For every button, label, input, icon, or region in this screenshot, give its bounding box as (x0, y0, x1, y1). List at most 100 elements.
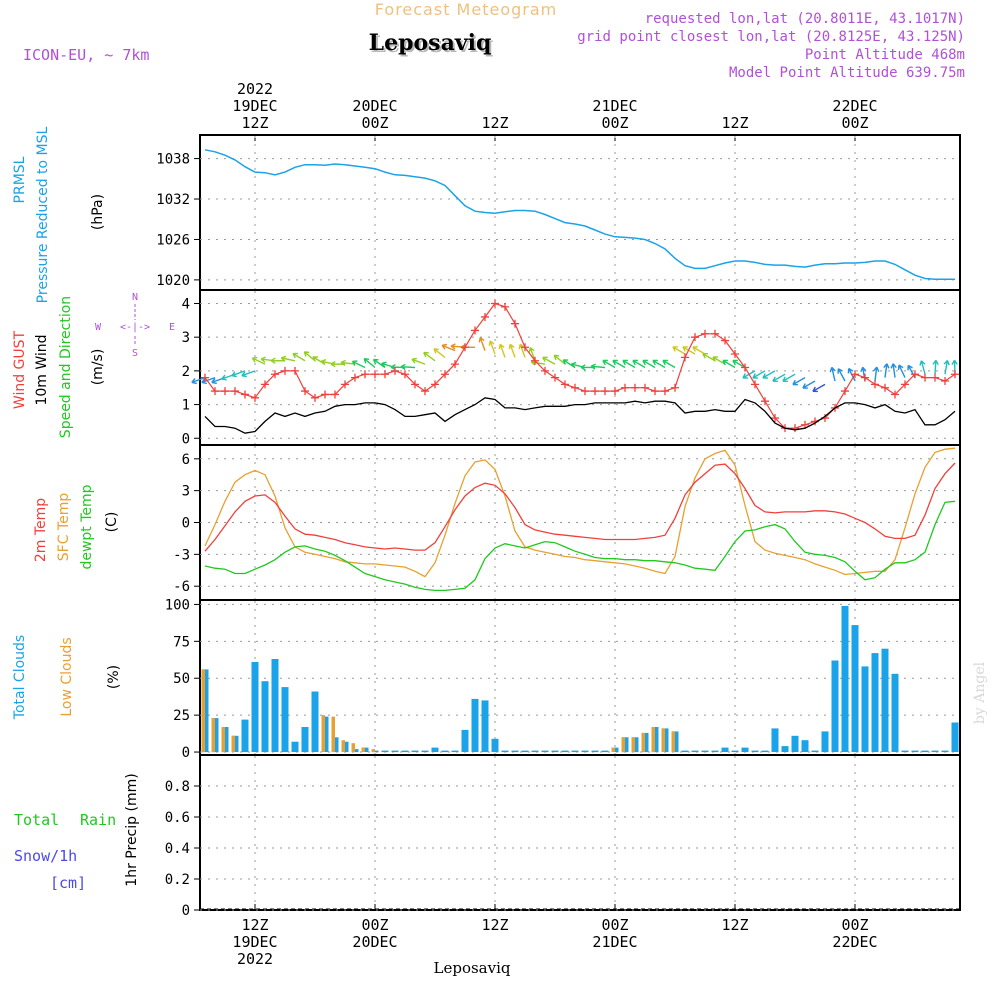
wind-direction-arrow (423, 351, 436, 362)
y-tick-label: 0.6 (165, 810, 190, 826)
wind-direction-arrow (303, 351, 316, 362)
wind-gust-marker (301, 387, 309, 396)
wind-direction-arrow (433, 348, 446, 358)
wind-direction-arrow (632, 359, 646, 369)
dewpt-temp-label: dewpt Temp (79, 484, 95, 569)
pressure-label-prmsl: PRMSL (12, 156, 28, 203)
time-label: 12Z (241, 114, 268, 132)
total-cloud-bar (451, 750, 459, 753)
wind-gust-marker (911, 370, 919, 379)
total-cloud-bar (271, 659, 279, 752)
wind-direction-arrow (932, 359, 939, 375)
pressure-unit: (hPa) (90, 194, 106, 230)
time-label: 22DEC (832, 933, 877, 951)
total-cloud-bar (761, 750, 769, 753)
wind-gust-marker (721, 336, 729, 345)
total-cloud-bar (291, 741, 299, 752)
footer-location: Leposaviq (434, 959, 511, 977)
sfc-temp-label: SFC Temp (56, 493, 72, 562)
model-altitude: Model Point Altitude 639.75m (729, 65, 965, 81)
subtitle: Forecast Meteogram (375, 0, 557, 19)
wind-gust-marker (381, 370, 389, 379)
wind-gust-marker (941, 376, 949, 385)
wind-gust-marker (491, 299, 499, 308)
wind-direction-arrow (590, 363, 606, 370)
wind-gust-marker (601, 387, 609, 396)
wind-gust-marker (261, 380, 269, 389)
total-cloud-bar (911, 750, 919, 753)
wind-direction-arrow (351, 360, 366, 369)
wind-gust-marker (871, 380, 879, 389)
total-cloud-bar (521, 750, 529, 753)
wind-direction-arrow (340, 359, 356, 367)
total-cloud-bar (431, 747, 439, 752)
pressure-panel: 1020 1026 1032 1038 PRMSL Pressure Reduced … (12, 126, 961, 303)
wind-gust-marker (441, 370, 449, 379)
wind-direction-arrow (508, 343, 516, 358)
time-label: 12Z (721, 916, 748, 934)
y-tick-label: 100 (165, 597, 190, 613)
total-cloud-bar (551, 750, 559, 753)
wind-direction-arrow (873, 366, 880, 382)
y-tick-label: 0 (182, 431, 190, 447)
wind-gust-marker (531, 356, 539, 365)
time-label: 12Z (241, 916, 268, 934)
y-tick-label: 0 (182, 903, 190, 919)
total-cloud-bar (591, 750, 599, 753)
wind-gust-marker (661, 387, 669, 396)
total-cloud-bar (741, 747, 749, 752)
time-label: 21DEC (592, 933, 637, 951)
location-title: Leposaviq (369, 30, 492, 56)
pressure-label-msl: Pressure Reduced to MSL (35, 126, 51, 303)
watermark: by Angel (972, 661, 988, 724)
wind-gust-marker (641, 383, 649, 392)
time-label: 12Z (721, 114, 748, 132)
temperature-y-ticks: -6 -3 0 3 6 (173, 452, 200, 595)
wind-direction-arrow (883, 363, 890, 378)
wind-direction-arrow (782, 373, 796, 382)
wind-panel: 0 1 2 3 4 Wind GUST 10m Wind Speed and Direc… (12, 289, 961, 447)
total-clouds-label: Total Clouds (12, 635, 28, 720)
wind-direction-arrow (732, 359, 746, 369)
total-cloud-bar (381, 750, 389, 753)
wind-direction-arrow (292, 352, 306, 362)
wind-gust-marker (291, 366, 299, 375)
wind-gust-marker (751, 380, 759, 389)
wind-gust-marker (201, 373, 209, 382)
wind-direction-arrow (692, 346, 706, 355)
cm-label: [cm] (50, 874, 86, 892)
total-cloud-bar (571, 750, 579, 753)
low-cloud-bar (631, 737, 635, 753)
wind-gust-marker (341, 380, 349, 389)
wind-direction-arrow (270, 357, 286, 364)
low-cloud-bar (651, 727, 655, 753)
total-cloud-bar (491, 738, 499, 753)
wind-direction-arrow (919, 360, 926, 375)
wind-direction-arrow (191, 376, 206, 385)
rain-label: Rain (80, 811, 116, 829)
wind-direction-arrow (251, 356, 266, 365)
y-tick-label: 25 (173, 708, 190, 724)
wind-gust-marker (671, 383, 679, 392)
total-cloud-bar (501, 750, 509, 753)
wind-gust-marker (271, 370, 279, 379)
wind-frame (199, 289, 961, 446)
temp-unit: (C) (104, 512, 120, 533)
wind-direction-arrow (400, 363, 416, 371)
total-cloud-bar (851, 625, 859, 753)
clouds-panel: 0 25 50 75 100 Total Clouds Low Clouds (%) b… (12, 597, 988, 761)
total-cloud-bar (951, 722, 959, 752)
low-cloud-bar (221, 727, 225, 753)
low-cloud-bar (331, 716, 335, 752)
time-label: 21DEC (592, 97, 637, 115)
wind-gust-marker (541, 366, 549, 375)
total-cloud-bar (261, 681, 269, 753)
wind-gust-marker (421, 387, 429, 396)
total-cloud-bar (531, 750, 539, 753)
y-tick-label: 3 (182, 330, 190, 346)
y-tick-label: 4 (182, 296, 190, 312)
wind-direction-arrow (829, 366, 836, 382)
wind-gust-marker (881, 383, 889, 392)
wind-direction-arrow (772, 373, 786, 382)
